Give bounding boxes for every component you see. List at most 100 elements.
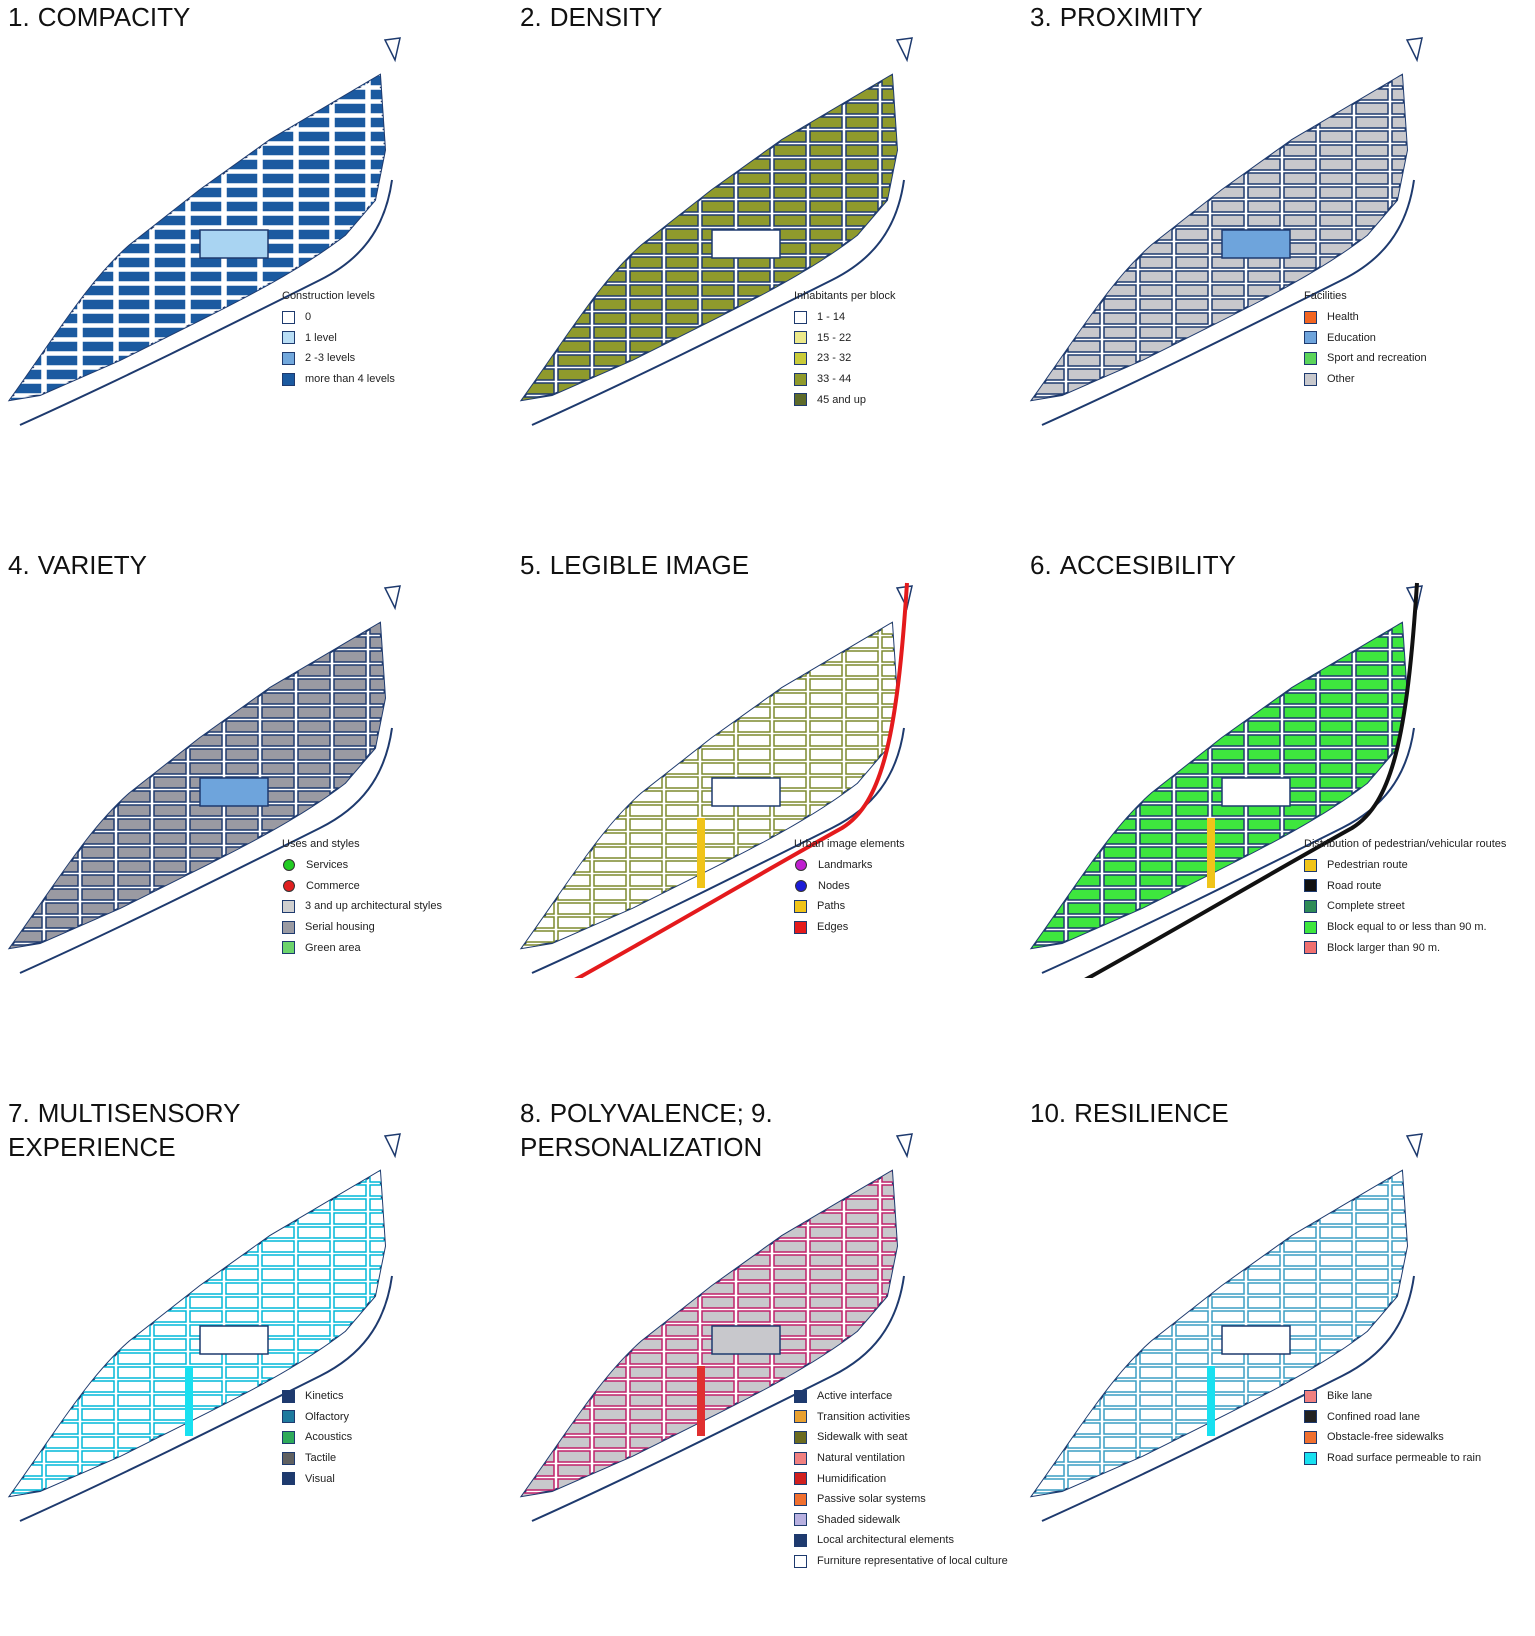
city-block [297, 790, 331, 803]
edge-line [1084, 582, 1419, 978]
city-block [1247, 706, 1281, 719]
city-block [1211, 298, 1245, 311]
city-block [665, 1380, 699, 1393]
city-block [261, 734, 295, 747]
city-block [189, 692, 223, 705]
city-block [1103, 158, 1137, 171]
city-block [1247, 1450, 1281, 1463]
city-block [881, 1226, 897, 1239]
legend-item: 0 [282, 307, 395, 328]
city-block [1391, 818, 1407, 831]
city-block [10, 214, 43, 227]
legend-item: Furniture representative of local cultur… [794, 1551, 1008, 1572]
city-block [189, 158, 223, 171]
city-block [153, 874, 187, 887]
city-block [1391, 1226, 1407, 1239]
north-island [1405, 1133, 1423, 1159]
city-block [1211, 636, 1245, 649]
city-block [1247, 762, 1281, 775]
city-block [701, 944, 735, 948]
city-block [557, 1324, 591, 1337]
city-block [773, 1268, 807, 1281]
city-block [1391, 1338, 1407, 1351]
city-block [261, 1240, 295, 1253]
city-block [593, 888, 627, 901]
city-block [773, 720, 807, 733]
city-block [1211, 678, 1245, 691]
city-block [189, 734, 223, 747]
city-block [522, 1226, 555, 1239]
city-block [522, 888, 555, 901]
city-block [1175, 1184, 1209, 1197]
city-block [369, 692, 385, 705]
city-block [189, 116, 223, 129]
city-block [10, 396, 43, 400]
city-block [665, 312, 699, 325]
city-block [593, 1226, 627, 1239]
legend-label: Block equal to or less than 90 m. [1327, 921, 1487, 934]
city-block [1247, 88, 1281, 101]
city-block [261, 1492, 295, 1496]
city-block [665, 748, 699, 761]
density-map [519, 37, 913, 426]
city-block [593, 228, 627, 241]
city-block [629, 298, 663, 311]
city-block [369, 720, 385, 733]
city-block [701, 186, 735, 199]
city-block [1319, 158, 1353, 171]
city-block [10, 1366, 43, 1379]
city-block [665, 1296, 699, 1309]
city-block [1391, 396, 1407, 400]
city-block [809, 1268, 843, 1281]
city-block [665, 930, 699, 943]
city-block [189, 930, 223, 943]
city-block [297, 706, 331, 719]
city-block [1211, 214, 1245, 227]
city-block [1391, 88, 1407, 101]
city-block [10, 776, 43, 789]
city-block [261, 678, 295, 691]
city-block [522, 650, 555, 663]
city-block [1319, 678, 1353, 691]
city-block [809, 734, 843, 747]
city-block [225, 1310, 259, 1323]
city-block [81, 860, 115, 873]
city-block [1103, 860, 1137, 873]
city-block [809, 1226, 843, 1239]
city-block [189, 382, 223, 395]
city-block [1391, 242, 1407, 255]
city-block [557, 326, 591, 339]
city-block [881, 1338, 897, 1351]
city-block [809, 1240, 843, 1253]
city-block [1175, 144, 1209, 157]
city-block [629, 1282, 663, 1295]
city-block [225, 200, 259, 213]
city-block [1139, 1198, 1173, 1211]
city-block [10, 916, 43, 929]
city-block [261, 102, 295, 115]
city-block [1247, 888, 1281, 901]
city-block [1355, 1212, 1389, 1225]
city-block [593, 102, 627, 115]
city-block [1247, 1268, 1281, 1281]
city-block [333, 1171, 367, 1183]
city-block [629, 1324, 663, 1337]
city-block [522, 1171, 555, 1183]
city-block [1211, 1184, 1245, 1197]
legend-swatch [794, 393, 807, 407]
city-block [665, 1226, 699, 1239]
city-block [10, 692, 43, 705]
city-block [1032, 1324, 1065, 1337]
city-block [225, 664, 259, 677]
city-block [737, 172, 771, 185]
city-block [81, 1240, 115, 1253]
legend-items: Landmarks Nodes Paths Edges [794, 855, 905, 937]
city-block [1067, 1171, 1101, 1183]
panel-title: 3. PROXIMITY [1030, 0, 1203, 34]
city-block [665, 396, 699, 400]
city-block [1067, 270, 1101, 283]
legend-label: Sport and recreation [1327, 352, 1427, 365]
city-block [557, 1254, 591, 1267]
city-block [1247, 75, 1281, 87]
legend-label: Active interface [817, 1390, 893, 1403]
